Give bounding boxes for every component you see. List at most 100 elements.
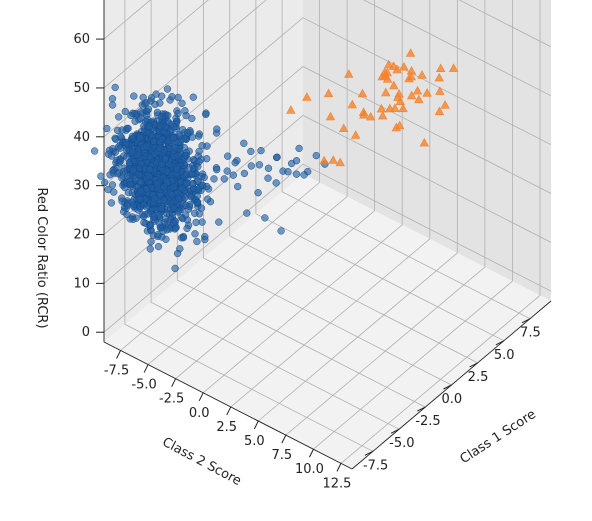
- data-point-circle: [181, 107, 189, 115]
- data-point-circle: [113, 170, 122, 178]
- data-point-triangle: [388, 61, 399, 70]
- data-point-triangle: [412, 85, 423, 95]
- data-point-circle: [142, 142, 151, 151]
- data-point-triangle: [350, 130, 361, 139]
- data-point-circle: [201, 235, 209, 244]
- data-point-triangle: [365, 111, 376, 121]
- data-point-circle: [123, 140, 131, 148]
- grid-line-x: [229, 0, 478, 364]
- data-point-circle: [136, 195, 144, 203]
- data-point-circle: [151, 100, 159, 109]
- data-point-triangle: [435, 86, 445, 95]
- data-point-circle: [158, 112, 166, 121]
- x-tick-label: -2.5: [415, 414, 440, 429]
- x-tick-mark: [443, 384, 452, 390]
- data-point-triangle: [325, 111, 336, 121]
- grid-line-x: [255, 0, 505, 342]
- data-point-circle: [188, 114, 196, 123]
- data-point-triangle: [398, 103, 408, 113]
- data-point-triangle: [319, 155, 329, 165]
- data-point-triangle: [338, 123, 349, 132]
- z-tick-label: 50: [73, 81, 90, 96]
- data-point-triangle: [414, 94, 424, 104]
- x-tick-mark: [390, 428, 400, 434]
- data-point-circle: [123, 210, 131, 219]
- data-point-circle: [137, 178, 145, 187]
- data-point-circle: [110, 188, 118, 196]
- data-point-circle: [173, 249, 182, 258]
- data-point-circle: [213, 125, 221, 133]
- data-point-circle: [90, 147, 99, 155]
- data-point-circle: [118, 126, 126, 134]
- data-point-triangle: [406, 71, 417, 81]
- grid-line-x: [124, 0, 374, 452]
- data-point-circle: [223, 167, 231, 175]
- data-point-circle: [173, 165, 181, 173]
- data-point-circle: [156, 192, 164, 200]
- data-point-triangle: [335, 157, 345, 167]
- data-point-circle: [175, 194, 183, 203]
- data-point-circle: [163, 178, 171, 186]
- data-point-circle: [108, 95, 117, 103]
- data-point-circle: [292, 170, 301, 178]
- data-point-circle: [163, 85, 172, 93]
- data-point-circle: [189, 180, 197, 188]
- y-tick-mark: [198, 392, 204, 402]
- z-tick-label: 20: [73, 228, 90, 243]
- data-point-circle: [116, 144, 124, 152]
- data-point-circle: [179, 234, 188, 242]
- x-tick-mark: [495, 340, 505, 346]
- data-point-circle: [107, 199, 116, 207]
- data-point-circle: [143, 115, 151, 124]
- data-point-triangle: [434, 72, 444, 82]
- data-point-triangle: [381, 87, 391, 97]
- data-point-circle: [174, 109, 182, 118]
- y-tick-label: -5.0: [131, 378, 156, 393]
- y-tick-label: 2.5: [216, 420, 237, 435]
- data-point-circle: [150, 213, 158, 221]
- x-tick-label: 0.0: [442, 392, 463, 407]
- x-tick-mark: [521, 318, 531, 324]
- data-point-triangle: [399, 61, 409, 71]
- data-point-triangle: [323, 88, 334, 98]
- grid-line-y: [230, 0, 431, 408]
- data-point-circle: [137, 159, 145, 168]
- data-point-circle: [171, 264, 179, 273]
- data-point-circle: [273, 153, 281, 161]
- y-axis-line: [103, 341, 353, 470]
- data-point-circle: [181, 211, 190, 219]
- data-point-circle: [127, 111, 135, 120]
- data-point-circle: [142, 99, 150, 107]
- y-axis-label: Class 2 Score: [160, 435, 244, 489]
- data-point-triangle: [359, 109, 369, 119]
- data-point-triangle: [390, 103, 400, 112]
- z-tick-label: 30: [73, 179, 90, 194]
- data-point-circle: [182, 201, 190, 209]
- data-point-circle: [124, 188, 133, 197]
- y-tick-label: 10.0: [295, 462, 324, 477]
- data-point-circle: [174, 93, 182, 102]
- grid-line-y: [147, 0, 348, 365]
- data-point-circle: [124, 172, 132, 180]
- y-tick-mark: [336, 463, 342, 472]
- y-tick-mark: [116, 350, 121, 359]
- data-point-triangle: [422, 88, 432, 97]
- data-point-circle: [240, 139, 248, 147]
- y-tick-mark: [281, 434, 287, 444]
- data-point-circle: [264, 164, 273, 172]
- data-point-circle: [229, 171, 237, 179]
- data-point-circle: [170, 123, 178, 131]
- grid-line-y: [285, 0, 486, 436]
- z-tick-label: 0: [82, 325, 90, 340]
- data-point-triangle: [406, 65, 417, 75]
- data-point-circle: [193, 192, 201, 200]
- data-point-circle: [191, 209, 199, 217]
- z-axis-label: Red Color Ratio (RCR): [34, 187, 49, 328]
- data-point-circle: [254, 189, 262, 197]
- data-point-triangle: [328, 155, 338, 164]
- data-point-circle: [203, 195, 212, 203]
- data-point-triangle: [347, 99, 358, 109]
- data-point-circle: [154, 242, 163, 251]
- data-point-circle: [174, 151, 182, 160]
